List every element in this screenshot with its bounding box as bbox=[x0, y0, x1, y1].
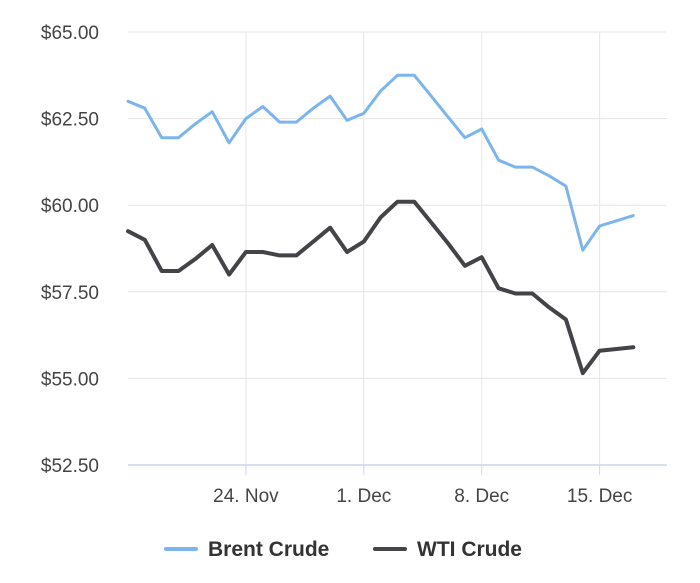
series-line-1[interactable] bbox=[126, 73, 635, 252]
grid-lines bbox=[128, 31, 667, 465]
series-lines bbox=[126, 73, 636, 376]
series-line-2[interactable] bbox=[126, 199, 636, 376]
legend: Brent Crude WTI Crude bbox=[164, 538, 522, 561]
x-tick-label: 24. Nov bbox=[213, 486, 279, 507]
axes: $52.50 $55.00 $57.50 $60.00 $62.50 $65.00 24. … bbox=[41, 23, 667, 507]
legend-label[interactable]: WTI Crude bbox=[417, 538, 522, 561]
y-tick-label: $52.50 bbox=[41, 456, 99, 477]
x-tick-label: 15. Dec bbox=[567, 486, 632, 507]
x-tick-label: 8. Dec bbox=[454, 486, 509, 507]
y-tick-label: $62.50 bbox=[41, 110, 99, 131]
y-tick-label: $60.00 bbox=[41, 196, 99, 217]
legend-label[interactable]: Brent Crude bbox=[208, 538, 329, 561]
x-tick-label: 1. Dec bbox=[336, 486, 391, 507]
y-tick-label: $65.00 bbox=[41, 23, 99, 44]
y-tick-label: $55.00 bbox=[41, 369, 99, 390]
y-tick-label: $57.50 bbox=[41, 283, 99, 304]
